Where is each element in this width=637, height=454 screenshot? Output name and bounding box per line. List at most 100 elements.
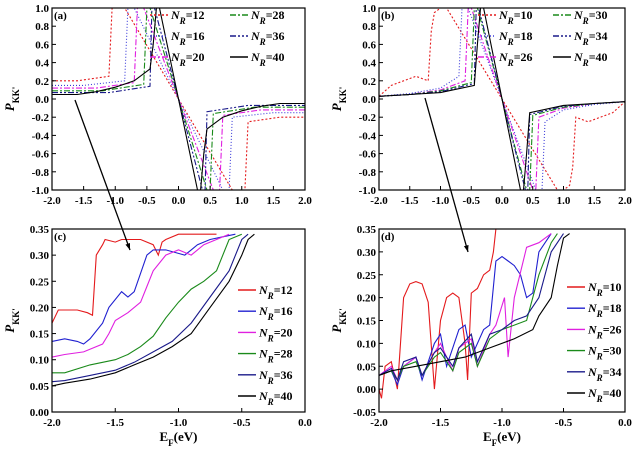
svg-text:PKK': PKK' bbox=[2, 308, 21, 332]
panel-1: -2.0 -1.5 -1.0 -0.5 0.0 0.5 1.0 1.5 2.0 -1.0 -0.8 -… bbox=[329, 3, 632, 207]
y-tick-label: 0.15 bbox=[357, 316, 377, 328]
y-tick-label: 0.10 bbox=[30, 355, 50, 367]
y-tick-label: 0.4 bbox=[35, 58, 49, 70]
y-tick-label: -1.0 bbox=[32, 185, 50, 197]
y-tick-label: 0.00 bbox=[357, 384, 377, 396]
legend-entry: NR=28 bbox=[258, 347, 293, 365]
legend-entry: NR=30 bbox=[573, 8, 608, 26]
y-tick-label: -0.8 bbox=[359, 167, 377, 179]
x-tick-label: -1.5 bbox=[75, 195, 93, 207]
y-tick-label: 1.0 bbox=[362, 3, 376, 15]
y-tick-label: 0.05 bbox=[30, 381, 50, 393]
legend-entry: NR=26 bbox=[498, 50, 533, 68]
x-tick-label: -1.0 bbox=[107, 195, 125, 207]
y-tick-label: -0.6 bbox=[32, 149, 50, 161]
y-tick-label: 0.0 bbox=[362, 94, 376, 106]
panel-label: (a) bbox=[54, 10, 67, 22]
panel-label: (d) bbox=[381, 231, 395, 243]
series-line-5 bbox=[379, 8, 625, 190]
y-tick-label: 0.25 bbox=[30, 276, 50, 288]
x-tick-label: -1.5 bbox=[432, 417, 450, 429]
legend-entry: NR=16 bbox=[258, 304, 293, 322]
legend-entry: NR=40 bbox=[250, 50, 285, 68]
legend-entry: NR=26 bbox=[587, 322, 622, 340]
y-tick-label: 0.4 bbox=[362, 58, 376, 70]
arrow-head bbox=[463, 245, 469, 252]
y-tick-label: 0.2 bbox=[362, 76, 376, 88]
legend-entry: NR=36 bbox=[258, 368, 293, 386]
arrow-head bbox=[125, 243, 130, 250]
y-tick-label: 0.30 bbox=[357, 247, 377, 259]
y-tick-label: 0.8 bbox=[362, 21, 376, 33]
series-line-2 bbox=[379, 233, 552, 382]
legend: NR=10 NR=18 NR=26 NR=30 NR=34 NR=40 bbox=[478, 8, 608, 68]
x-tick-label: 1.0 bbox=[235, 195, 249, 207]
x-tick-label: -2.0 bbox=[43, 417, 61, 429]
y-axis-label: PKK' bbox=[329, 308, 348, 332]
y-tick-label: -0.6 bbox=[359, 149, 377, 161]
y-tick-label: 0.6 bbox=[35, 39, 49, 51]
series-line-3 bbox=[379, 233, 558, 382]
x-tick-label: -1.5 bbox=[401, 195, 419, 207]
y-tick-label: 0.20 bbox=[357, 293, 377, 305]
legend-entry: NR=18 bbox=[587, 301, 622, 319]
legend-entry: NR=40 bbox=[573, 50, 608, 68]
x-tick-label: 0.5 bbox=[203, 195, 217, 207]
arrow-line bbox=[424, 97, 469, 253]
series-line-4 bbox=[379, 233, 564, 382]
x-tick-label: -0.5 bbox=[463, 195, 481, 207]
y-tick-label: -0.4 bbox=[359, 130, 377, 142]
legend-entry: NR=12 bbox=[258, 283, 293, 301]
x-tick-label: -0.5 bbox=[233, 417, 251, 429]
y-tick-label: -0.4 bbox=[32, 130, 50, 142]
x-tick-label: 1.5 bbox=[587, 195, 601, 207]
y-tick-label: -0.8 bbox=[32, 167, 50, 179]
x-tick-label: -2.0 bbox=[43, 195, 61, 207]
svg-text:EF(eV): EF(eV) bbox=[160, 429, 198, 448]
svg-text:PKK': PKK' bbox=[2, 87, 21, 111]
y-tick-label: 0.15 bbox=[30, 329, 50, 341]
x-tick-label: -2.0 bbox=[370, 417, 388, 429]
series-line-5 bbox=[52, 8, 305, 190]
y-tick-label: -0.05 bbox=[353, 407, 376, 419]
legend-entry: NR=12 bbox=[170, 8, 205, 26]
legend-entry: NR=36 bbox=[250, 29, 285, 47]
x-tick-label: -0.5 bbox=[555, 417, 573, 429]
legend: NR=12 NR=16 NR=20 NR=28 NR=36 NR=40 bbox=[150, 8, 285, 68]
x-tick-label: 0.0 bbox=[495, 195, 509, 207]
series-group bbox=[379, 229, 570, 399]
svg-text:PKK': PKK' bbox=[329, 308, 348, 332]
zoom-arrows bbox=[74, 97, 469, 253]
legend-entry: NR=28 bbox=[250, 8, 285, 26]
legend-entry: NR=20 bbox=[170, 50, 205, 68]
y-tick-label: -0.2 bbox=[32, 112, 50, 124]
y-tick-label: 0.2 bbox=[35, 76, 49, 88]
x-tick-label: -2.0 bbox=[370, 195, 388, 207]
x-axis-label: EF(eV) bbox=[483, 429, 521, 448]
y-tick-label: 0.30 bbox=[30, 250, 50, 262]
legend-entry: NR=40 bbox=[587, 386, 622, 404]
legend: NR=10 NR=18 NR=26 NR=30 NR=34 NR=40 bbox=[567, 280, 622, 404]
y-axis-label: PKK' bbox=[329, 87, 348, 111]
x-tick-label: 1.5 bbox=[267, 195, 281, 207]
panel-label: (c) bbox=[54, 231, 67, 243]
series-line-1 bbox=[379, 233, 552, 387]
legend-entry: NR=16 bbox=[170, 29, 205, 47]
legend-entry: NR=30 bbox=[587, 344, 622, 362]
series-line-3 bbox=[52, 233, 243, 374]
legend-entry: NR=10 bbox=[498, 8, 533, 26]
y-axis-label: PKK' bbox=[2, 308, 21, 332]
series-line-0 bbox=[52, 233, 217, 324]
y-tick-label: 0.0 bbox=[35, 94, 49, 106]
series-line-5 bbox=[52, 233, 255, 387]
y-tick-label: -1.0 bbox=[359, 185, 377, 197]
x-tick-label: 2.0 bbox=[618, 195, 632, 207]
x-tick-label: -1.0 bbox=[493, 417, 511, 429]
series-line-5 bbox=[379, 233, 570, 376]
x-tick-label: 2.0 bbox=[298, 195, 312, 207]
y-tick-label: -0.2 bbox=[359, 112, 377, 124]
svg-text:EF(eV): EF(eV) bbox=[483, 429, 521, 448]
y-tick-label: 0.6 bbox=[362, 39, 376, 51]
y-tick-label: 0.10 bbox=[357, 338, 377, 350]
